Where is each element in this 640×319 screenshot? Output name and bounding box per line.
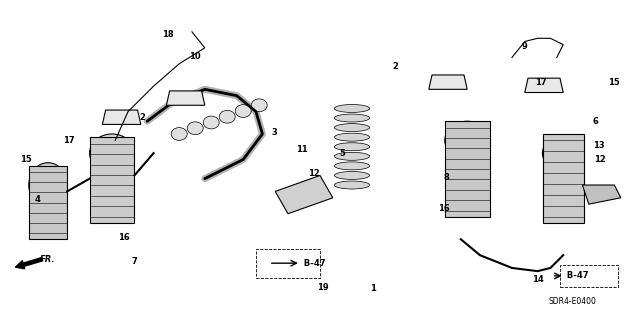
Ellipse shape (334, 172, 370, 180)
Ellipse shape (219, 110, 236, 123)
Ellipse shape (334, 152, 370, 160)
Text: 10: 10 (189, 52, 201, 61)
Polygon shape (445, 121, 490, 217)
Ellipse shape (334, 181, 370, 189)
Text: 8: 8 (444, 173, 449, 182)
Text: 7: 7 (132, 257, 137, 266)
Text: 5: 5 (339, 149, 346, 158)
Ellipse shape (236, 105, 252, 117)
Ellipse shape (204, 116, 219, 129)
Text: B-47: B-47 (564, 271, 589, 280)
Ellipse shape (334, 162, 370, 170)
Ellipse shape (252, 99, 268, 112)
Ellipse shape (334, 105, 370, 113)
Polygon shape (429, 75, 467, 89)
Ellipse shape (188, 122, 204, 135)
Text: 4: 4 (34, 195, 40, 204)
Text: 14: 14 (532, 275, 543, 284)
Text: 17: 17 (63, 137, 75, 145)
Bar (560, 265, 618, 287)
Text: 1: 1 (369, 284, 376, 293)
Text: 12: 12 (595, 155, 606, 164)
Bar (256, 249, 320, 278)
Text: 15: 15 (609, 78, 620, 87)
Text: 2: 2 (392, 63, 398, 71)
Ellipse shape (334, 114, 370, 122)
Polygon shape (102, 110, 141, 124)
Ellipse shape (543, 136, 584, 171)
Ellipse shape (334, 143, 370, 151)
Text: B-47: B-47 (301, 259, 325, 268)
Ellipse shape (445, 121, 490, 160)
Ellipse shape (29, 163, 67, 207)
Text: 6: 6 (592, 117, 598, 126)
Text: 19: 19 (317, 283, 329, 292)
Polygon shape (166, 91, 205, 105)
Text: 2: 2 (139, 113, 145, 122)
Ellipse shape (90, 134, 134, 172)
Text: 15: 15 (20, 155, 31, 164)
Ellipse shape (172, 128, 188, 140)
Text: 16: 16 (118, 233, 129, 242)
Text: 18: 18 (162, 30, 173, 39)
Ellipse shape (334, 123, 370, 132)
Ellipse shape (334, 133, 370, 141)
Text: 9: 9 (522, 42, 527, 51)
Text: 17: 17 (535, 78, 547, 87)
Text: 13: 13 (593, 141, 604, 150)
Polygon shape (275, 175, 333, 214)
Text: 12: 12 (308, 169, 319, 178)
Polygon shape (29, 166, 67, 239)
Text: SDR4-E0400: SDR4-E0400 (549, 297, 596, 306)
Text: 11: 11 (296, 145, 308, 154)
Text: 3: 3 (271, 128, 276, 137)
Polygon shape (543, 134, 584, 223)
Text: 16: 16 (438, 204, 449, 213)
Polygon shape (90, 137, 134, 223)
Polygon shape (582, 185, 621, 204)
Text: FR.: FR. (40, 256, 56, 264)
Polygon shape (525, 78, 563, 93)
